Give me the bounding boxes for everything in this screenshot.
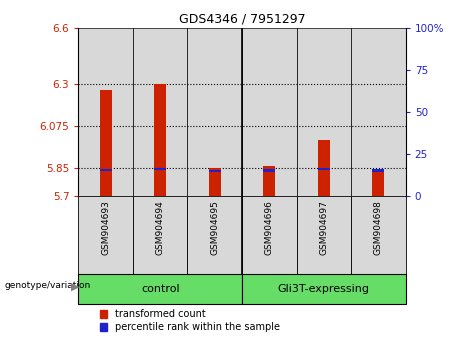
Bar (351, 196, 406, 274)
Bar (351, 28, 406, 196)
Bar (100, 169, 112, 171)
Legend: transformed count, percentile rank within the sample: transformed count, percentile rank withi… (100, 309, 280, 332)
Bar (133, 28, 188, 196)
Bar (318, 168, 330, 170)
Bar (209, 167, 221, 196)
Bar (263, 166, 275, 196)
Bar (154, 84, 166, 196)
Text: GSM904695: GSM904695 (210, 200, 219, 255)
Bar (242, 274, 406, 304)
Bar (372, 170, 384, 196)
Bar (78, 196, 133, 274)
Text: control: control (141, 284, 179, 295)
Bar (372, 169, 384, 172)
Bar (296, 196, 351, 274)
Text: GSM904694: GSM904694 (156, 200, 165, 255)
Bar (133, 196, 188, 274)
Bar (154, 167, 166, 170)
Text: GSM904697: GSM904697 (319, 200, 328, 255)
Bar (318, 141, 330, 196)
Bar (100, 90, 112, 196)
Bar (78, 274, 242, 304)
Bar (242, 196, 296, 274)
Bar (188, 196, 242, 274)
Title: GDS4346 / 7951297: GDS4346 / 7951297 (179, 13, 305, 26)
Text: GSM904698: GSM904698 (374, 200, 383, 255)
Text: genotype/variation: genotype/variation (5, 281, 91, 290)
Text: Gli3T-expressing: Gli3T-expressing (278, 284, 370, 295)
Bar (263, 169, 275, 172)
Bar (188, 28, 242, 196)
Bar (78, 28, 133, 196)
Bar (209, 170, 221, 172)
Text: ▶: ▶ (71, 282, 80, 292)
Bar (242, 28, 296, 196)
Text: GSM904696: GSM904696 (265, 200, 274, 255)
Text: GSM904693: GSM904693 (101, 200, 110, 255)
Bar (296, 28, 351, 196)
